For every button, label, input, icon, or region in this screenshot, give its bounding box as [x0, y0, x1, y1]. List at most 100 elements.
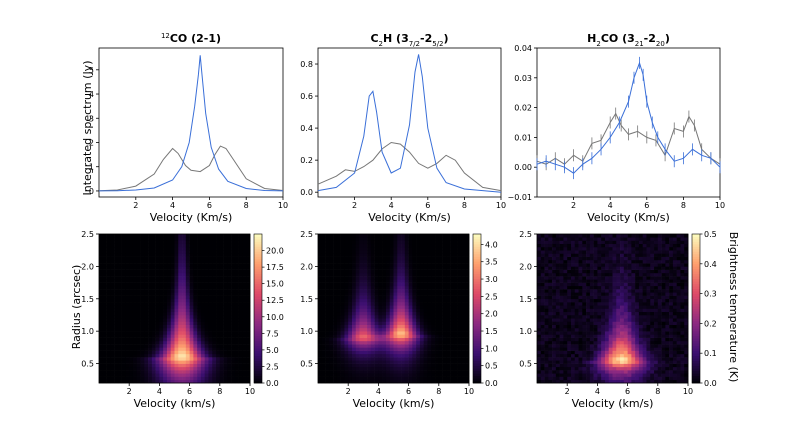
heatmap-cell [336, 243, 341, 248]
heatmap-cell [363, 363, 368, 368]
spectrum-panel-1-xtick-label: 10 [278, 201, 288, 210]
heatmap-cell [374, 246, 379, 251]
heatmap-cell [450, 292, 455, 296]
heatmap-cell [378, 314, 383, 319]
heatmap-cell [234, 240, 239, 245]
heatmap-cell [355, 314, 360, 319]
pv-panel-1-colorbar-step [254, 263, 262, 267]
heatmap-cell [174, 331, 179, 335]
heatmap-cell [570, 292, 576, 296]
heatmap-cell [593, 331, 598, 335]
heatmap-cell [552, 305, 557, 309]
heatmap-cell [129, 263, 134, 267]
heatmap-cell [132, 269, 138, 274]
heatmap-cell [136, 363, 141, 368]
heatmap-cell [435, 305, 440, 309]
heatmap-cell [185, 263, 190, 267]
heatmap-cell [185, 256, 190, 261]
heatmap-cell [178, 285, 183, 290]
heatmap-cell [453, 314, 458, 319]
heatmap-cell [416, 324, 421, 329]
heatmap-cell [219, 331, 224, 335]
heatmap-cell [457, 285, 462, 290]
heatmap-cell [336, 376, 341, 381]
pv-panel-1-colorbar-step [254, 313, 262, 317]
heatmap-cell [359, 334, 364, 338]
heatmap-cell [540, 282, 545, 287]
heatmap-cell [125, 289, 130, 293]
heatmap-cell [148, 321, 153, 325]
heatmap-cell [374, 366, 379, 371]
heatmap-cell [193, 311, 198, 316]
heatmap-cell [586, 253, 591, 257]
heatmap-cell [246, 269, 251, 274]
heatmap-cell [374, 321, 379, 325]
heatmap-cell [117, 292, 122, 296]
heatmap-cell [423, 363, 428, 368]
heatmap-cell [336, 259, 341, 264]
heatmap-cell [114, 253, 119, 257]
heatmap-cell [185, 250, 190, 254]
heatmap-cell [110, 305, 115, 309]
heatmap-cell [419, 376, 425, 381]
heatmap-cell [435, 285, 440, 290]
heatmap-cell [200, 282, 206, 287]
heatmap-cell [570, 289, 576, 293]
heatmap-cell [193, 324, 198, 329]
pv-panel-2-colorbar-step [473, 291, 481, 294]
heatmap-cell [582, 360, 587, 364]
heatmap-cell [148, 250, 153, 254]
pv-panel-2-colorbar-step [473, 246, 481, 250]
heatmap-cell [461, 292, 466, 296]
heatmap-cell [197, 295, 202, 300]
heatmap-cell [351, 347, 357, 351]
heatmap-cell [212, 350, 217, 355]
heatmap-cell [227, 360, 232, 364]
heatmap-cell [559, 324, 564, 329]
heatmap-cell [102, 347, 107, 351]
heatmap-cell [159, 276, 164, 280]
heatmap-cell [438, 321, 443, 325]
heatmap-cell [121, 240, 126, 245]
heatmap-cell [166, 272, 172, 277]
heatmap-cell [151, 314, 156, 319]
heatmap-cell [159, 360, 164, 364]
heatmap-cell [159, 363, 164, 368]
heatmap-cell [227, 305, 232, 309]
heatmap-cell [578, 243, 583, 248]
heatmap-cell [318, 366, 323, 371]
heatmap-cell [367, 285, 372, 290]
heatmap-cell [227, 289, 232, 293]
heatmap-cell [197, 302, 202, 306]
pv-panel-2-colorbar-tick-label: 2.5 [485, 292, 498, 301]
heatmap-cell [182, 292, 187, 296]
spectrum-panel-2-observed-line [317, 141, 502, 192]
heatmap-cell [140, 234, 145, 238]
heatmap-cell [227, 314, 232, 319]
heatmap-cell [148, 272, 153, 277]
heatmap-cell [423, 347, 428, 351]
heatmap-cell [359, 344, 364, 348]
heatmap-cell [193, 246, 198, 251]
heatmap-cell [246, 379, 251, 384]
heatmap-cell [227, 279, 232, 283]
heatmap-cell [374, 353, 379, 358]
heatmap-cell [185, 337, 190, 342]
heatmap-cell [185, 240, 190, 245]
heatmap-cell [121, 340, 126, 345]
heatmap-cell [582, 357, 587, 361]
heatmap-cell [197, 340, 202, 345]
heatmap-cell [151, 282, 156, 287]
heatmap-cell [563, 285, 568, 290]
heatmap-cell [129, 269, 134, 274]
heatmap-cell [182, 314, 187, 319]
heatmap-cell [537, 240, 542, 245]
heatmap-cell [336, 298, 341, 303]
heatmap-cell [106, 305, 111, 309]
pv-panel-2-colorbar-step [473, 234, 481, 237]
heatmap-cell [457, 292, 462, 296]
heatmap-cell [166, 285, 172, 290]
heatmap-cell [567, 340, 572, 345]
heatmap-cell [163, 243, 168, 248]
heatmap-cell [363, 279, 368, 283]
